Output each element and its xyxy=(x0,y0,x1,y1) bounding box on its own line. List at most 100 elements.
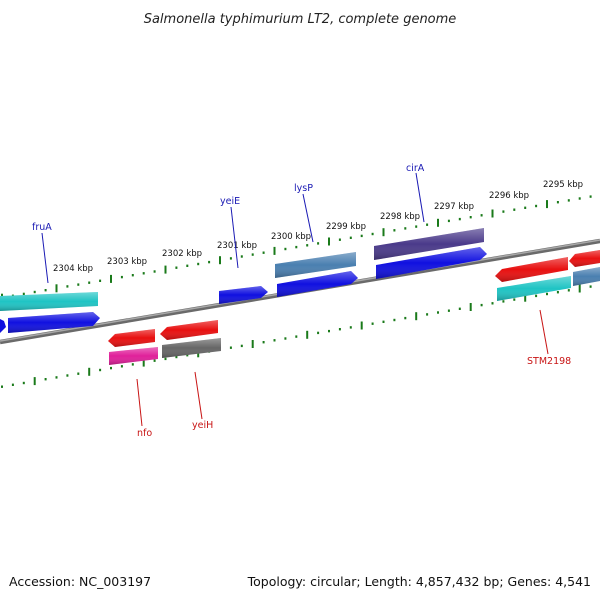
minor-tick xyxy=(447,219,450,223)
minor-tick xyxy=(371,322,374,325)
minor-tick xyxy=(404,227,407,230)
ruler-ticks-lower xyxy=(1,284,592,388)
ruler-label: 2295 kbp xyxy=(543,180,583,190)
gene-label-lysP[interactable]: lysP xyxy=(294,183,313,194)
minor-tick xyxy=(295,245,298,249)
minor-tick xyxy=(349,326,352,329)
ruler-labels: 2295 kbp 2296 kbp 2297 kbp 2298 kbp 2299… xyxy=(53,180,583,274)
ruler-label: 2304 kbp xyxy=(53,264,93,274)
major-tick xyxy=(469,303,472,311)
minor-tick xyxy=(513,208,516,211)
minor-tick xyxy=(55,376,58,379)
ruler-label: 2296 kbp xyxy=(489,191,529,201)
major-tick xyxy=(546,200,548,209)
minor-tick xyxy=(273,339,276,342)
minor-tick xyxy=(578,197,581,200)
minor-tick xyxy=(1,385,3,388)
minor-tick xyxy=(360,234,363,238)
minor-tick xyxy=(502,300,505,303)
minor-tick xyxy=(262,251,265,254)
minor-tick xyxy=(142,272,145,275)
reverse-features xyxy=(108,250,600,365)
minor-tick xyxy=(33,290,36,294)
ruler-label: 2302 kbp xyxy=(162,249,202,259)
minor-tick xyxy=(22,292,25,296)
minor-tick xyxy=(99,279,102,282)
gene-label-STM2198[interactable]: STM2198 xyxy=(527,356,571,367)
minor-tick xyxy=(284,337,287,340)
ruler-label: 2300 kbp xyxy=(271,232,311,242)
minor-tick xyxy=(328,329,330,333)
minor-tick xyxy=(284,247,287,251)
minor-tick xyxy=(229,257,232,260)
map-title: Salmonella typhimurium LT2, complete gen… xyxy=(144,12,457,27)
ruler-label: 2299 kbp xyxy=(326,222,366,232)
ruler-label: 2303 kbp xyxy=(107,257,147,267)
minor-tick xyxy=(469,216,472,219)
minor-tick xyxy=(262,341,265,344)
minor-tick xyxy=(295,335,298,338)
minor-tick xyxy=(251,253,254,256)
minor-tick xyxy=(77,283,80,286)
minor-tick xyxy=(110,366,112,370)
minor-tick xyxy=(175,266,178,269)
minor-tick xyxy=(66,285,69,288)
gene-label-nfo[interactable]: nfo xyxy=(137,428,152,439)
forward-features xyxy=(0,228,487,333)
minor-tick xyxy=(567,289,570,292)
minor-tick xyxy=(371,232,374,236)
feature-left-arrow[interactable] xyxy=(0,319,6,333)
minor-tick xyxy=(426,223,429,226)
minor-tick xyxy=(502,210,505,213)
gene-label-cirA[interactable]: cirA xyxy=(406,163,425,174)
minor-tick xyxy=(404,316,407,320)
gene-label-fruA[interactable]: fruA xyxy=(32,222,52,233)
minor-tick xyxy=(589,285,592,288)
major-tick xyxy=(415,312,418,321)
major-tick xyxy=(251,340,254,348)
major-tick xyxy=(219,256,221,265)
minor-tick xyxy=(458,217,461,221)
major-tick xyxy=(55,284,58,293)
minor-tick xyxy=(186,264,189,267)
minor-tick xyxy=(589,195,592,198)
minor-tick xyxy=(240,344,243,348)
minor-tick xyxy=(317,242,320,245)
minor-tick xyxy=(513,298,516,301)
minor-tick xyxy=(131,274,134,277)
minor-tick xyxy=(153,359,156,362)
minor-tick xyxy=(99,368,102,372)
ruler-label: 2297 kbp xyxy=(434,202,474,212)
minor-tick xyxy=(77,372,80,375)
minor-tick xyxy=(535,204,538,208)
minor-tick xyxy=(338,328,341,331)
minor-tick xyxy=(186,354,189,357)
accession-text: Accession: NC_003197 xyxy=(9,574,151,589)
major-tick xyxy=(164,265,167,274)
gene-labels: fruA yeiE lysP cirA nfo yeiH STM2198 xyxy=(32,163,571,439)
minor-tick xyxy=(66,374,69,377)
minor-tick xyxy=(120,365,123,368)
minor-tick xyxy=(11,383,14,386)
minor-tick xyxy=(546,292,548,296)
minor-tick xyxy=(240,255,243,258)
minor-tick xyxy=(306,244,309,247)
minor-tick xyxy=(164,357,167,361)
minor-tick xyxy=(120,275,123,279)
minor-tick xyxy=(415,225,418,228)
major-tick xyxy=(360,321,363,330)
gene-label-yeiE[interactable]: yeiE xyxy=(220,196,240,207)
major-tick xyxy=(306,330,309,339)
gene-label-yeiH[interactable]: yeiH xyxy=(192,420,213,431)
major-tick xyxy=(142,358,145,367)
minor-tick xyxy=(317,331,320,335)
major-tick xyxy=(110,274,112,283)
minor-tick xyxy=(197,262,200,266)
major-tick xyxy=(437,218,439,227)
minor-tick xyxy=(556,201,559,204)
major-tick xyxy=(328,237,330,246)
major-tick xyxy=(273,246,276,255)
major-tick xyxy=(578,284,581,293)
gene-leader-lines xyxy=(41,172,549,427)
